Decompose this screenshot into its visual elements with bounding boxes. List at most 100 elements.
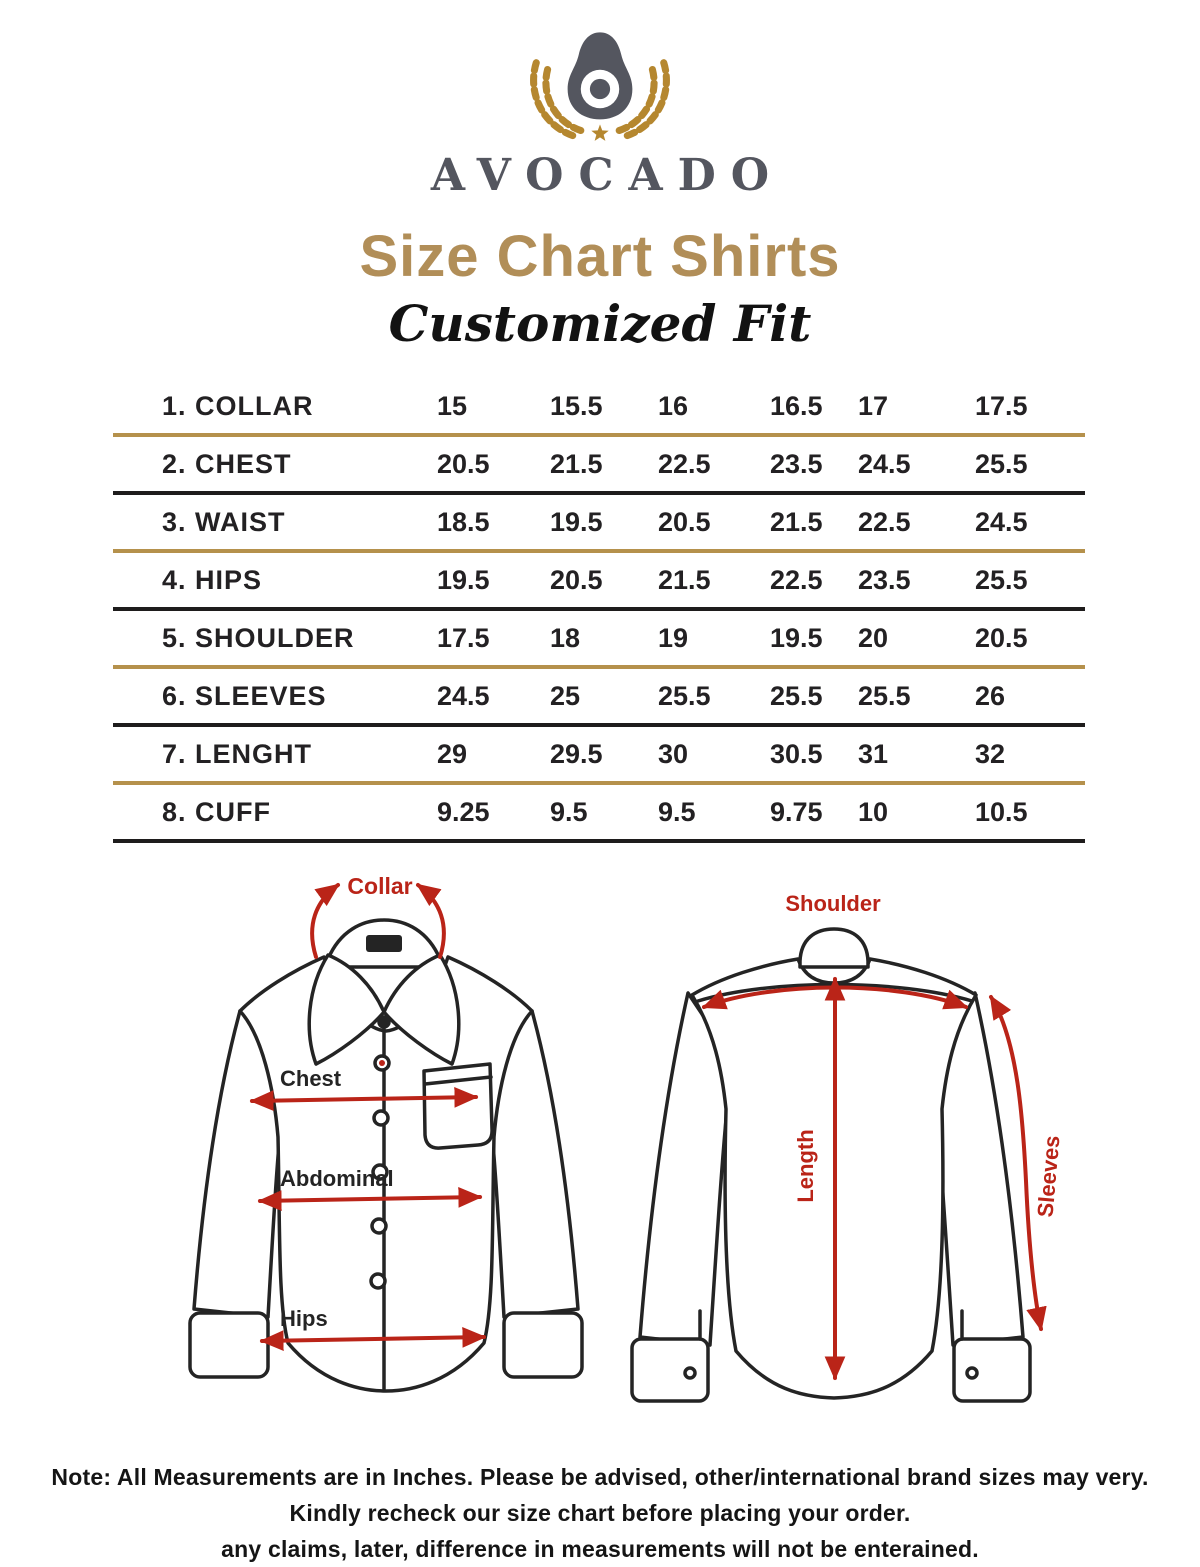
size-cell: 22.5 xyxy=(858,506,911,537)
size-cell: 29 xyxy=(437,738,468,769)
size-cell: 17 xyxy=(858,390,889,421)
cuff-button xyxy=(683,1366,697,1380)
diagrams: Collar Chest Abdominal Hips xyxy=(0,867,1200,1431)
hips-arrow-icon xyxy=(259,1326,487,1352)
star-icon xyxy=(591,124,609,141)
button xyxy=(377,1015,391,1029)
size-cell: 20.5 xyxy=(658,506,711,537)
back-left-cuff xyxy=(630,1337,710,1403)
size-cell: 21.5 xyxy=(658,564,711,595)
hips-label: Hips xyxy=(280,1306,328,1331)
measure-label: 5. SHOULDER xyxy=(162,622,355,653)
chest-label: Chest xyxy=(280,1066,342,1091)
table-row: 8. CUFF 9.25 9.5 9.5 9.75 10 10.5 xyxy=(113,785,1085,843)
size-cell: 23.5 xyxy=(858,564,911,595)
sleeves-arrow-icon xyxy=(989,994,1047,1332)
neck-label xyxy=(366,935,402,952)
avocado-logo-icon xyxy=(530,32,670,141)
measure-label: 6. SLEEVES xyxy=(162,680,327,711)
size-cell: 19.5 xyxy=(550,506,603,537)
size-cell: 18 xyxy=(550,622,581,653)
size-cell: 25 xyxy=(550,680,581,711)
measure-label: 2. CHEST xyxy=(162,448,292,479)
front-shirt-svg: Collar Chest Abdominal Hips xyxy=(188,873,584,1393)
size-cell: 17.5 xyxy=(975,390,1028,421)
button xyxy=(372,1109,390,1127)
back-shirt-svg: Shoulder Length Sleeves xyxy=(630,891,1065,1403)
size-cell: 15.5 xyxy=(550,390,603,421)
back-right-cuff xyxy=(952,1337,1032,1403)
table-row: 3. WAIST 18.5 19.5 20.5 21.5 22.5 24.5 xyxy=(113,495,1085,553)
footer-note: Note: All Measurements are in Inches. Pl… xyxy=(0,1459,1200,1567)
size-cell: 30 xyxy=(658,738,689,769)
collar-label: Collar xyxy=(347,873,412,899)
measure-label: 3. WAIST xyxy=(162,506,286,537)
note-line: Kindly recheck our size chart before pla… xyxy=(289,1500,911,1526)
size-cell: 25.5 xyxy=(975,564,1028,595)
brand-name: AVOCADO xyxy=(430,150,785,201)
size-cell: 25.5 xyxy=(975,448,1028,479)
size-cell: 22.5 xyxy=(770,564,823,595)
size-cell: 10 xyxy=(858,796,889,827)
pocket-flap-seam xyxy=(423,1075,493,1086)
size-cell: 23.5 xyxy=(770,448,823,479)
size-cell: 20.5 xyxy=(550,564,603,595)
table-row: 1. COLLAR 15 15.5 16 16.5 17 17.5 xyxy=(113,379,1085,437)
size-cell: 22.5 xyxy=(658,448,711,479)
button xyxy=(369,1272,387,1290)
table-row: 2. CHEST 20.5 21.5 22.5 23.5 24.5 25.5 xyxy=(113,437,1085,495)
size-cell: 19 xyxy=(658,622,689,653)
front-right-cuff xyxy=(502,1311,584,1379)
front-left-cuff xyxy=(188,1311,270,1379)
back-shirt-diagram: Shoulder Length Sleeves xyxy=(620,881,1120,1431)
size-cell: 32 xyxy=(975,738,1006,769)
measure-label: 4. HIPS xyxy=(162,564,263,595)
measure-label: 8. CUFF xyxy=(162,796,272,827)
size-cell: 10.5 xyxy=(975,796,1028,827)
size-cell: 24.5 xyxy=(975,506,1028,537)
size-cell: 29.5 xyxy=(550,738,603,769)
size-cell: 24.5 xyxy=(437,680,490,711)
chest-arrow-icon xyxy=(249,1086,479,1112)
abdominal-arrow-icon xyxy=(257,1186,483,1212)
size-cell: 9.25 xyxy=(437,796,490,827)
button-red-dot xyxy=(379,1060,385,1066)
size-cell: 17.5 xyxy=(437,622,490,653)
abdominal-label: Abdominal xyxy=(280,1166,394,1191)
back-collar-stand xyxy=(798,927,870,969)
laurel-wreath-icon xyxy=(530,59,670,140)
page-subtitle: Customized Fit xyxy=(388,294,812,353)
size-cell: 9.5 xyxy=(658,796,696,827)
collar-arrow-left-icon xyxy=(310,883,340,959)
table-row: 6. SLEEVES 24.5 25 25.5 25.5 25.5 26 xyxy=(113,669,1085,727)
size-cell: 19.5 xyxy=(437,564,490,595)
size-cell: 9.5 xyxy=(550,796,588,827)
measure-label: 7. LENGHT xyxy=(162,738,313,769)
size-cell: 26 xyxy=(975,680,1006,711)
size-cell: 30.5 xyxy=(770,738,823,769)
size-cell: 25.5 xyxy=(770,680,823,711)
size-table: 1. COLLAR 15 15.5 16 16.5 17 17.5 2. CHE… xyxy=(113,379,1085,843)
collar-arrow-right-icon xyxy=(416,883,446,959)
button xyxy=(371,1163,389,1181)
button xyxy=(370,1217,388,1235)
shoulder-label: Shoulder xyxy=(785,891,881,916)
size-cell: 18.5 xyxy=(437,506,490,537)
front-shirt-diagram: Collar Chest Abdominal Hips xyxy=(168,867,608,1431)
size-cell: 21.5 xyxy=(770,506,823,537)
size-cell: 21.5 xyxy=(550,448,603,479)
note-line: Note: All Measurements are in Inches. Pl… xyxy=(51,1464,1149,1490)
size-cell: 20.5 xyxy=(437,448,490,479)
size-cell: 25.5 xyxy=(658,680,711,711)
header: AVOCADO Size Chart Shirts Customized Fit xyxy=(0,0,1200,353)
avocado-pit xyxy=(589,78,611,100)
table-row: 5. SHOULDER 17.5 18 19 19.5 20 20.5 xyxy=(113,611,1085,669)
size-cell: 20.5 xyxy=(975,622,1028,653)
size-cell: 20 xyxy=(858,622,889,653)
size-cell: 16 xyxy=(658,390,689,421)
size-cell: 16.5 xyxy=(770,390,823,421)
page-title: Size Chart Shirts xyxy=(359,224,841,289)
size-cell: 19.5 xyxy=(770,622,823,653)
size-cell: 31 xyxy=(858,738,889,769)
